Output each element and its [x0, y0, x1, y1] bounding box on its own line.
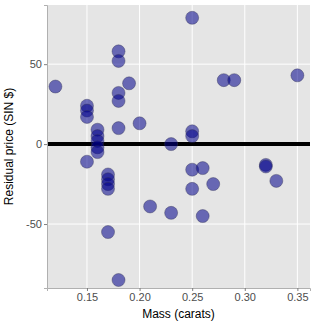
point [207, 178, 220, 191]
x-tick-label: 0.15 [77, 291, 98, 303]
y-tick: -50 [26, 218, 47, 230]
point [91, 146, 104, 159]
grid-line [139, 5, 140, 288]
chart: 0.15 0.20 0.25 0.30 0.35 -50 0 50 Mass (carats) R… [0, 0, 324, 324]
grid-line [47, 64, 310, 65]
y-axis: -50 0 50 [26, 6, 47, 289]
x-tick: 0.35 [287, 288, 308, 303]
grid [47, 5, 310, 288]
marks [47, 11, 310, 286]
y-tick: 50 [30, 58, 47, 70]
x-tick-label: 0.35 [287, 291, 308, 303]
y-tick-label: 0 [36, 138, 42, 150]
grid-line [244, 5, 245, 288]
grid-line [47, 224, 310, 225]
point [80, 110, 93, 123]
point [270, 174, 283, 187]
point [186, 182, 199, 195]
y-tick: 0 [36, 138, 47, 150]
point [144, 200, 157, 213]
point [165, 206, 178, 219]
x-tick: 0.30 [235, 288, 256, 303]
plot: 0.15 0.20 0.25 0.30 0.35 -50 0 50 [26, 5, 310, 303]
x-tick-label: 0.30 [235, 291, 256, 303]
point [102, 182, 115, 195]
point [133, 117, 146, 130]
point [112, 122, 125, 135]
y-tick-mark [44, 144, 47, 145]
point [196, 162, 209, 175]
point [112, 274, 125, 287]
point [112, 54, 125, 67]
point [228, 74, 241, 87]
x-tick: 0.20 [129, 288, 150, 303]
point [102, 226, 115, 239]
x-axis-title: Mass (carats) [142, 307, 215, 321]
x-tick-label: 0.25 [182, 291, 203, 303]
point [186, 130, 199, 143]
y-tick-label: -50 [26, 218, 42, 230]
y-tick-mark [44, 64, 47, 65]
panel [47, 5, 310, 288]
point [259, 160, 272, 173]
grid-line [192, 5, 193, 288]
point [291, 69, 304, 82]
x-tick-label: 0.20 [129, 291, 150, 303]
y-tick-label: 50 [30, 58, 42, 70]
x-tick: 0.25 [182, 288, 203, 303]
point [165, 138, 178, 151]
point [49, 80, 62, 93]
y-axis-line [44, 6, 48, 289]
y-tick-mark [44, 224, 47, 225]
reference-line [47, 142, 310, 146]
x-tick: 0.15 [77, 288, 98, 303]
point [186, 11, 199, 24]
grid-line [86, 5, 87, 288]
grid-line [297, 5, 298, 288]
point [112, 94, 125, 107]
x-axis: 0.15 0.20 0.25 0.30 0.35 [48, 288, 311, 303]
point [80, 155, 93, 168]
point [196, 210, 209, 223]
y-axis-title: Residual price (SIN $) [2, 88, 16, 205]
point [123, 77, 136, 90]
grid-line [47, 144, 310, 145]
